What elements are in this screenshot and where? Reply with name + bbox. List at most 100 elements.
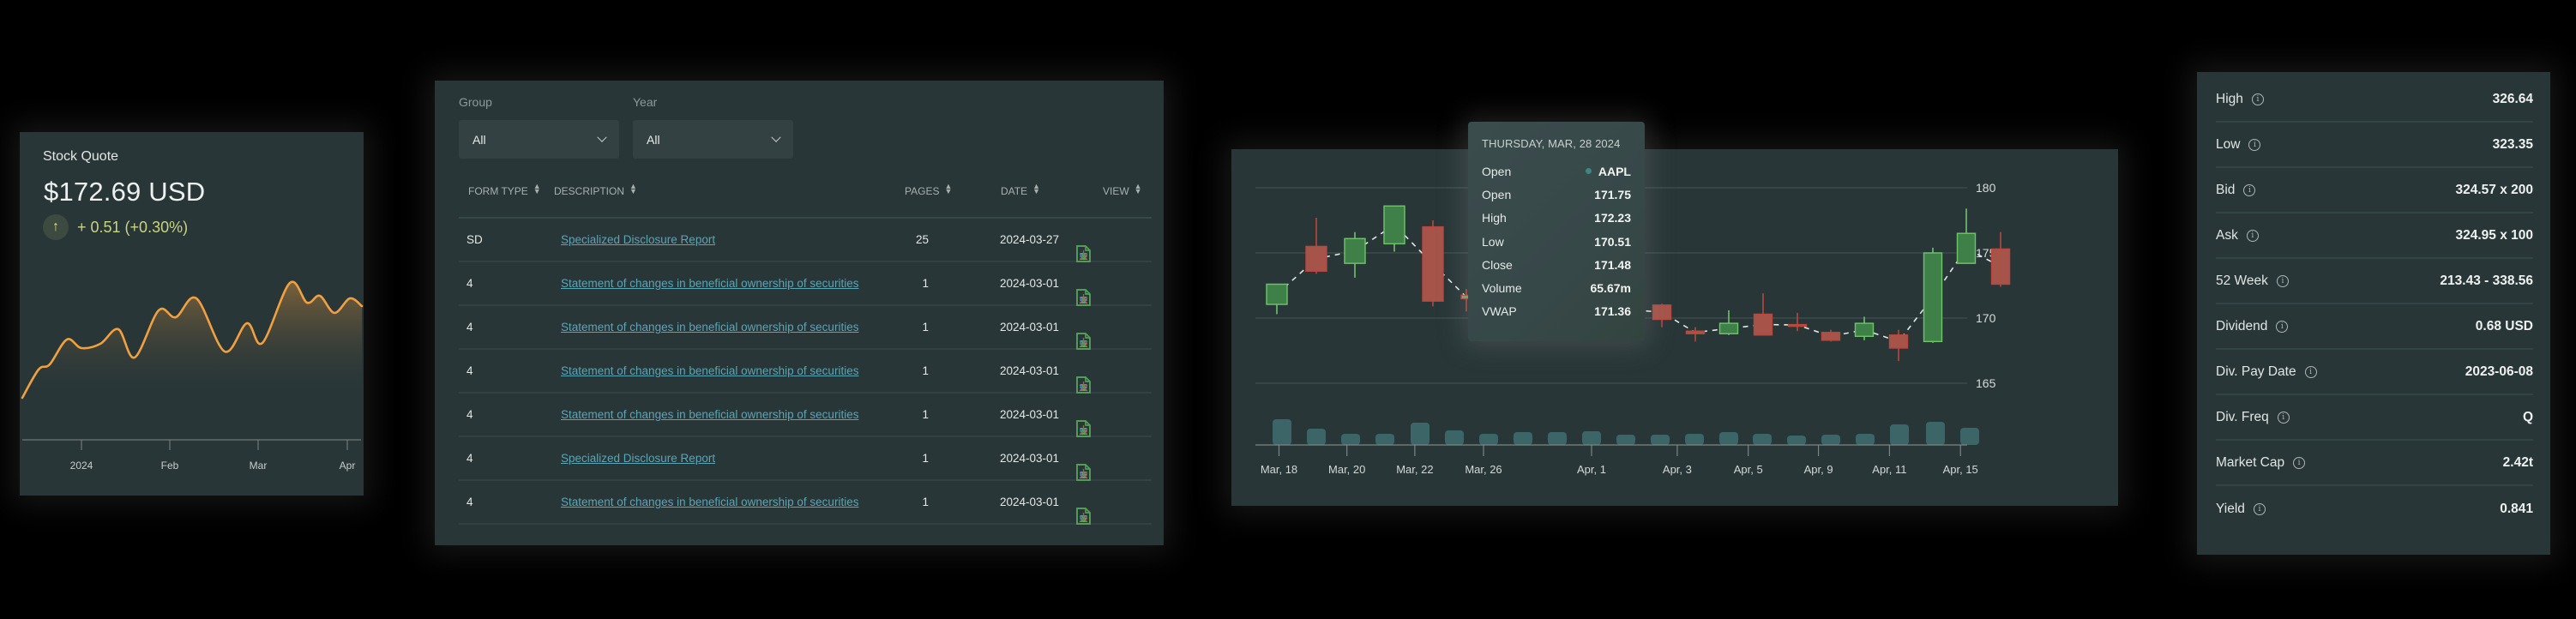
stat-label: Yield i (2216, 502, 2266, 517)
column-header-view[interactable]: VIEW ▲ ▼ (1103, 182, 1142, 198)
tooltip-row-open: Open 171.75 (1482, 183, 1631, 206)
info-icon[interactable]: i (2276, 274, 2289, 287)
x-axis-label: Mar, 18 (1261, 463, 1297, 476)
x-axis-label: Mar, 20 (1328, 463, 1365, 476)
description-link[interactable]: Statement of changes in beneficial owner… (561, 364, 859, 377)
info-icon[interactable]: i (2277, 411, 2290, 424)
info-icon[interactable]: i (2243, 183, 2256, 196)
description-link[interactable]: Statement of changes in beneficial owner… (561, 321, 859, 334)
filings-table-card: Group All Year All FORM TYPE ▲ ▼ DESCRIPTI… (435, 81, 1164, 545)
excel-file-icon[interactable]: X (1076, 245, 1091, 262)
tooltip-row-volume: Volume 65.67m (1482, 276, 1631, 299)
info-icon[interactable]: i (2253, 502, 2266, 515)
table-row: 4 Statement of changes in beneficial own… (459, 306, 1152, 350)
stat-row-low: Low i 323.35 (2216, 123, 2533, 168)
arrow-up-icon: ↑ (43, 214, 69, 240)
volume-bar (1890, 424, 1909, 445)
candle[interactable] (1990, 231, 2011, 287)
info-icon[interactable]: i (2248, 138, 2261, 151)
stat-label: Low i (2216, 137, 2261, 153)
tooltip-key: Low (1482, 234, 1504, 249)
stat-value: 0.68 USD (2475, 318, 2533, 334)
volume-bar (1719, 432, 1738, 445)
info-icon[interactable]: i (2276, 320, 2289, 333)
excel-file-icon[interactable]: X (1076, 289, 1091, 306)
table-row: 4 Statement of changes in beneficial own… (459, 350, 1152, 394)
candle[interactable] (1685, 327, 1706, 342)
svg-text:X: X (1080, 428, 1087, 437)
form-type-cell: 4 (466, 452, 473, 465)
candle[interactable] (1344, 231, 1366, 278)
stat-row-yield: Yield i 0.841 (2216, 486, 2533, 532)
stat-value: Q (2522, 409, 2533, 424)
info-icon[interactable]: i (2251, 93, 2264, 105)
stat-row-52-week: 52 Week i 213.43 - 338.56 (2216, 259, 2533, 304)
candle[interactable] (1923, 247, 1943, 343)
volume-bar (1445, 430, 1464, 445)
description-link[interactable]: Statement of changes in beneficial owner… (561, 277, 859, 290)
info-icon[interactable]: i (2304, 365, 2317, 378)
date-cell: 2024-03-01 (1000, 277, 1060, 290)
volume-bar (1548, 432, 1567, 445)
candle[interactable] (1422, 220, 1444, 307)
candle[interactable] (1854, 316, 1875, 340)
description-link[interactable]: Specialized Disclosure Report (561, 233, 716, 246)
svg-text:W: W (1080, 428, 1088, 437)
pages-cell: 1 (922, 364, 929, 377)
info-icon[interactable]: i (2293, 456, 2306, 469)
candle[interactable] (1888, 329, 1909, 362)
description-link[interactable]: Statement of changes in beneficial owner… (561, 408, 859, 421)
description-link[interactable]: Specialized Disclosure Report (561, 452, 716, 465)
tooltip-value: 171.48 (1594, 257, 1631, 272)
excel-file-icon[interactable]: X (1076, 420, 1091, 437)
svg-text:X: X (1080, 297, 1087, 306)
candle[interactable] (1753, 293, 1773, 336)
candle[interactable] (1787, 312, 1808, 332)
excel-file-icon[interactable]: X (1076, 464, 1091, 481)
tooltip-value: 170.51 (1594, 234, 1631, 249)
candle[interactable] (1652, 303, 1672, 328)
column-header-form-type[interactable]: FORM TYPE ▲ ▼ (468, 182, 541, 198)
candle[interactable] (1266, 283, 1288, 315)
tooltip-row-low: Low 170.51 (1482, 230, 1631, 253)
date-cell: 2024-03-01 (1000, 364, 1060, 377)
year-filter-select[interactable]: All (633, 120, 793, 159)
stat-value: 323.35 (2492, 136, 2533, 152)
column-header-date[interactable]: DATE ▲ ▼ (1001, 182, 1041, 198)
sort-icon: ▲ ▼ (1134, 182, 1142, 195)
excel-file-icon[interactable]: X (1076, 508, 1091, 525)
price-area-chart: 2024 Feb Mar Apr (21, 280, 364, 472)
stat-row-div-freq: Div. Freq i Q (2216, 395, 2533, 441)
svg-text:X: X (1080, 384, 1087, 394)
form-type-cell: 4 (466, 321, 473, 334)
group-filter-select[interactable]: All (459, 120, 619, 159)
y-axis-label: 165 (1976, 376, 1996, 390)
column-header-description[interactable]: DESCRIPTION ▲ ▼ (554, 182, 637, 198)
volume-bar (1616, 435, 1635, 445)
svg-text:W: W (1080, 515, 1088, 525)
candle[interactable] (1383, 205, 1405, 252)
tooltip-row-close: Close 171.48 (1482, 253, 1631, 276)
candle[interactable] (1718, 310, 1739, 335)
stat-label: Dividend i (2216, 319, 2289, 334)
candle[interactable] (1821, 329, 1841, 342)
card-title: Stock Quote (43, 149, 119, 164)
tooltip-symbol: AAPL (1598, 164, 1631, 178)
excel-file-icon[interactable]: X (1076, 333, 1091, 350)
description-link[interactable]: Statement of changes in beneficial owner… (561, 496, 859, 508)
x-axis-label: Apr, 3 (1663, 463, 1692, 476)
sort-icon: ▲ ▼ (944, 182, 953, 195)
candle-tooltip: THURSDAY, MAR, 28 2024 Open AAPL Open 171… (1468, 122, 1645, 341)
candle[interactable] (1305, 217, 1327, 274)
stat-label: Bid i (2216, 183, 2256, 198)
tooltip-row-high: High 172.23 (1482, 207, 1631, 230)
date-cell: 2024-03-01 (1000, 321, 1060, 334)
stat-label: Ask i (2216, 228, 2259, 243)
column-header-pages[interactable]: PAGES ▲ ▼ (905, 182, 953, 198)
info-icon[interactable]: i (2246, 229, 2259, 242)
candle[interactable] (1956, 208, 1977, 264)
excel-file-icon[interactable]: X (1076, 376, 1091, 394)
pages-cell: 1 (922, 408, 929, 421)
tooltip-key: Volume (1482, 281, 1522, 296)
